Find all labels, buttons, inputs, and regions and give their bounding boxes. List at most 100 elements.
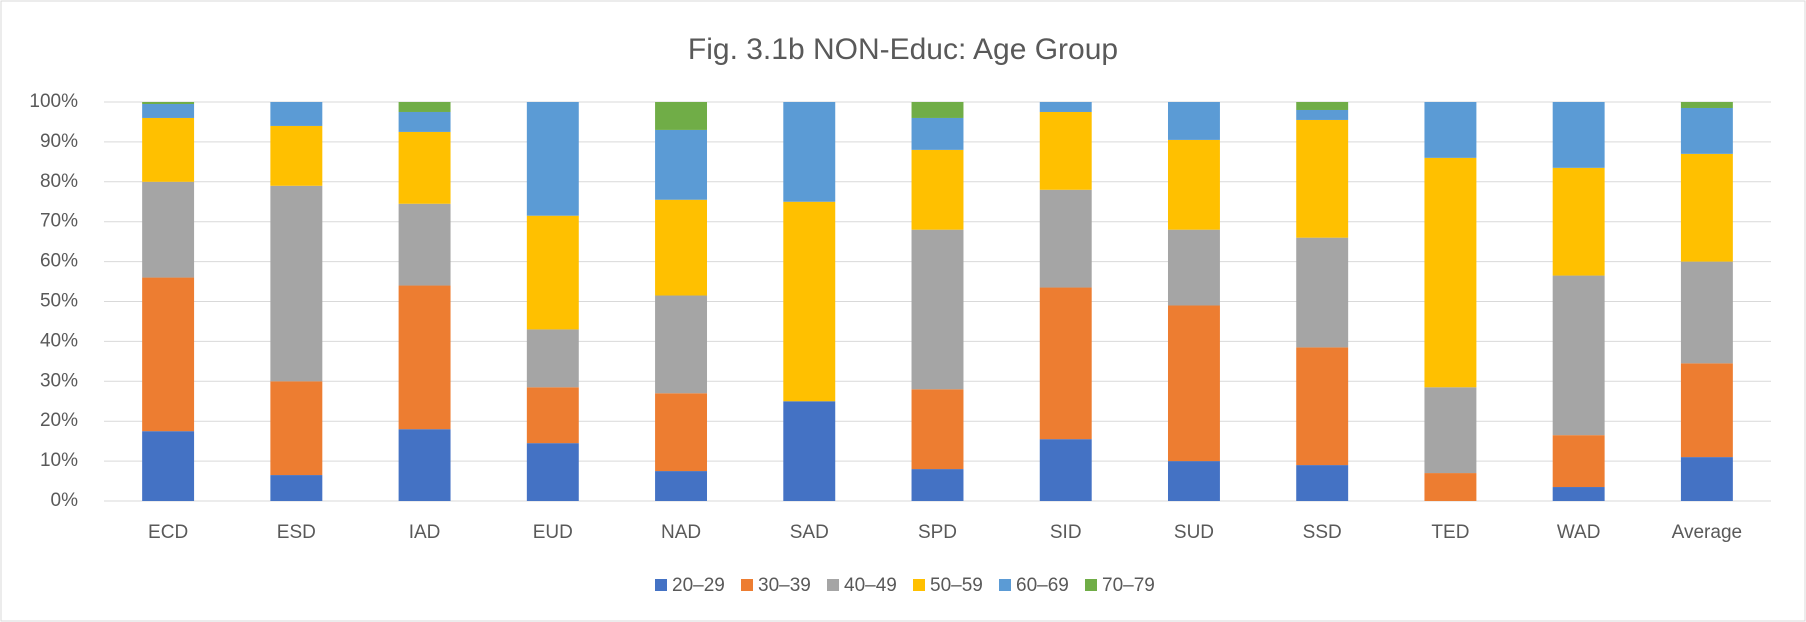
bar-segment xyxy=(1552,102,1605,168)
bar-segment xyxy=(1296,347,1349,466)
y-tick-label: 30% xyxy=(40,370,78,391)
bar-segment xyxy=(1039,111,1092,190)
bar-segment xyxy=(1296,465,1349,501)
legend-label: 60–69 xyxy=(1016,575,1069,596)
bar-segment xyxy=(398,429,451,501)
bar-segment xyxy=(1039,287,1092,440)
bar-segment xyxy=(398,111,451,132)
legend-swatch xyxy=(655,579,667,591)
bar-segment xyxy=(526,102,579,216)
bar-segment xyxy=(783,401,836,501)
legend-swatch xyxy=(827,579,839,591)
bar-segment xyxy=(911,229,964,390)
bar-segment xyxy=(1680,102,1733,108)
y-tick-label: 0% xyxy=(51,490,79,511)
y-tick-label: 50% xyxy=(40,291,78,312)
x-tick-label: SSD xyxy=(1303,522,1342,543)
x-tick-label: SAD xyxy=(790,522,829,543)
chart-title: Fig. 3.1b NON-Educ: Age Group xyxy=(688,33,1118,66)
bar-segment xyxy=(1167,305,1220,462)
bar-segment xyxy=(1680,153,1733,262)
bar-segment xyxy=(1039,439,1092,501)
x-tick-label: EUD xyxy=(533,522,573,543)
bar-segment xyxy=(142,117,195,182)
bar-segment xyxy=(1039,102,1092,112)
x-tick-label: TED xyxy=(1431,522,1469,543)
y-tick-label: 10% xyxy=(40,450,78,471)
bar-segment xyxy=(270,381,323,476)
bar-segment xyxy=(1680,363,1733,458)
bar-segment xyxy=(655,199,708,296)
bar-segment xyxy=(270,475,323,501)
bar-segment xyxy=(1167,461,1220,501)
bar-segment xyxy=(1552,275,1605,436)
bar-segment xyxy=(1167,229,1220,306)
bar-segment xyxy=(911,117,964,150)
bar-segment xyxy=(142,277,195,432)
bar-segment xyxy=(270,185,323,382)
bar-segment xyxy=(142,181,195,278)
bar-segment xyxy=(142,103,195,118)
bar-segment xyxy=(1552,487,1605,501)
legend-label: 20–29 xyxy=(672,575,725,596)
bar-segment xyxy=(655,393,708,472)
legend-swatch xyxy=(999,579,1011,591)
bar-segment xyxy=(1552,435,1605,488)
bar-segment xyxy=(270,125,323,186)
bar-segment xyxy=(398,102,451,112)
x-tick-label: SUD xyxy=(1174,522,1214,543)
y-tick-label: 40% xyxy=(40,330,78,351)
bar-segment xyxy=(1424,473,1477,501)
bar-segment xyxy=(1680,107,1733,154)
bar-segment xyxy=(911,102,964,118)
x-tick-label: SPD xyxy=(918,522,957,543)
bar-segment xyxy=(1296,109,1349,120)
bar-segment xyxy=(911,149,964,230)
legend-label: 70–79 xyxy=(1102,575,1155,596)
bar-segment xyxy=(911,389,964,470)
x-tick-label: ECD xyxy=(148,522,188,543)
bar-segment xyxy=(783,201,836,402)
legend-label: 30–39 xyxy=(758,575,811,596)
bar-segment xyxy=(655,471,708,501)
bar-segment xyxy=(526,443,579,501)
bar-segment xyxy=(1680,457,1733,501)
bar-segment xyxy=(526,387,579,444)
bar-segment xyxy=(1552,167,1605,276)
x-tick-label: Average xyxy=(1672,522,1742,543)
legend-swatch xyxy=(913,579,925,591)
y-tick-label: 90% xyxy=(40,131,78,152)
x-tick-label: IAD xyxy=(409,522,441,543)
bar-segment xyxy=(398,285,451,430)
x-tick-label: SID xyxy=(1050,522,1082,543)
bar-segment xyxy=(1167,139,1220,230)
bar-segment xyxy=(1039,189,1092,288)
y-tick-label: 60% xyxy=(40,251,78,272)
y-tick-label: 100% xyxy=(29,91,78,112)
legend-label: 50–59 xyxy=(930,575,983,596)
x-tick-label: ESD xyxy=(277,522,316,543)
y-tick-label: 70% xyxy=(40,211,78,232)
bar-segment xyxy=(783,102,836,202)
bar-segment xyxy=(1424,387,1477,474)
bar-segment xyxy=(655,102,708,130)
bar-segment xyxy=(1296,102,1349,110)
y-tick-label: 80% xyxy=(40,171,78,192)
y-tick-label: 20% xyxy=(40,410,78,431)
bar-segment xyxy=(1680,261,1733,364)
bar-segment xyxy=(1296,119,1349,238)
bar-segment xyxy=(655,295,708,394)
bar-segment xyxy=(526,329,579,388)
x-tick-label: WAD xyxy=(1557,522,1601,543)
bar-segment xyxy=(911,469,964,501)
bar-segment xyxy=(142,102,195,104)
bar-segment xyxy=(398,203,451,286)
bar-segment xyxy=(1424,102,1477,158)
bar-segment xyxy=(398,131,451,204)
bar-segment xyxy=(1296,237,1349,348)
legend-swatch xyxy=(741,579,753,591)
bar-segment xyxy=(142,431,195,501)
bar-segment xyxy=(270,102,323,126)
legend-label: 40–49 xyxy=(844,575,897,596)
